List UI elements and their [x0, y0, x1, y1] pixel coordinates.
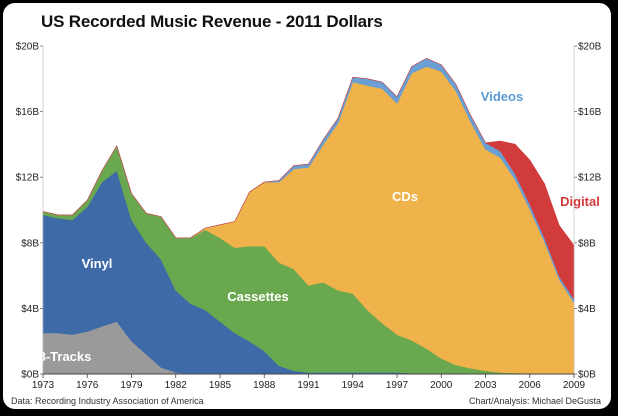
- x-tick-label: 1997: [386, 380, 409, 391]
- y-tick-label-right: $4B: [578, 304, 596, 315]
- x-tick-label: 1994: [342, 380, 365, 391]
- x-tick-label: 2003: [474, 380, 497, 391]
- y-tick-label-right: $16B: [578, 107, 602, 118]
- y-tick-label-left: $16B: [16, 107, 40, 118]
- series-label-8-tracks: 8-Tracks: [39, 349, 92, 364]
- series-label-digital: Digital: [560, 194, 600, 209]
- series-label-videos: Videos: [481, 89, 523, 104]
- x-tick-label: 1982: [165, 380, 188, 391]
- y-tick-label-left: $4B: [21, 304, 39, 315]
- x-tick-label: 2006: [519, 380, 542, 391]
- x-tick-label: 1973: [32, 380, 55, 391]
- x-tick-label: 2000: [430, 380, 453, 391]
- y-tick-label-left: $12B: [16, 173, 40, 184]
- x-tick-label: 2009: [563, 380, 586, 391]
- y-tick-label-left: $0B: [21, 370, 39, 381]
- chart-title: US Recorded Music Revenue - 2011 Dollars: [41, 12, 383, 31]
- y-tick-label-right: $8B: [578, 238, 596, 249]
- series-label-cassettes: Cassettes: [227, 289, 288, 304]
- x-tick-label: 1991: [297, 380, 320, 391]
- y-tick-label-right: $0B: [578, 370, 596, 381]
- x-tick-label: 1976: [76, 380, 99, 391]
- y-tick-label-left: $8B: [21, 238, 39, 249]
- chart-svg: $0B $0B $4B $4B $8B $8B $12B $12B $16B $16B $20B $2…: [11, 42, 602, 407]
- chart-frame: US Recorded Music Revenue - 2011 Dollars…: [3, 3, 611, 409]
- series-label-vinyl: Vinyl: [82, 256, 113, 271]
- x-tick-label: 1985: [209, 380, 232, 391]
- credit-note: Chart/Analysis: Michael DeGusta: [469, 396, 601, 406]
- y-tick-label-right: $20B: [578, 42, 602, 53]
- series-label-cds: CDs: [392, 189, 418, 204]
- x-tick-label: 1979: [120, 380, 143, 391]
- y-tick-label-left: $20B: [16, 42, 40, 53]
- y-tick-label-right: $12B: [578, 173, 602, 184]
- source-note: Data: Recording Industry Association of …: [11, 396, 204, 406]
- x-tick-label: 1988: [253, 380, 276, 391]
